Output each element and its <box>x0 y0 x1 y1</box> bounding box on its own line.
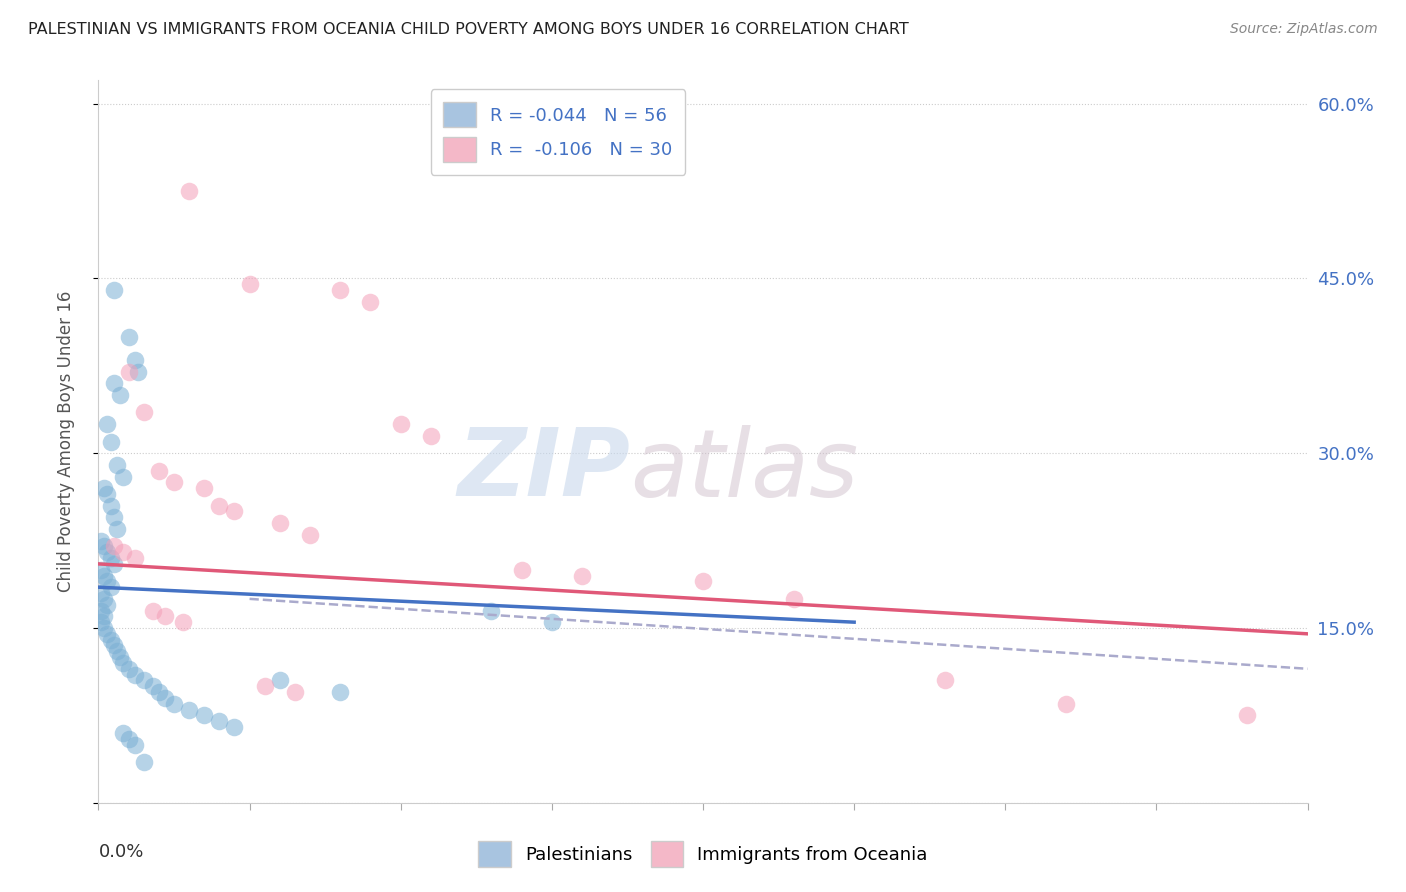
Point <box>105 644 128 658</box>
Point <box>224 504 246 518</box>
Point <box>153 609 176 624</box>
Point <box>93 609 115 624</box>
Point <box>100 434 122 449</box>
Point <box>90 586 112 600</box>
Point <box>1054 697 1077 711</box>
Point <box>96 598 118 612</box>
Point <box>105 522 128 536</box>
Point <box>96 627 118 641</box>
Legend: Palestinians, Immigrants from Oceania: Palestinians, Immigrants from Oceania <box>471 834 935 874</box>
Point <box>193 708 215 723</box>
Point <box>100 499 122 513</box>
Point <box>103 557 125 571</box>
Y-axis label: Child Poverty Among Boys Under 16: Child Poverty Among Boys Under 16 <box>56 291 75 592</box>
Point <box>329 283 352 297</box>
Point <box>148 685 170 699</box>
Point <box>103 540 125 554</box>
Point <box>163 697 186 711</box>
Point <box>153 690 176 705</box>
Point <box>100 580 122 594</box>
Point <box>284 685 307 699</box>
Point <box>934 673 956 688</box>
Point <box>692 574 714 589</box>
Point <box>111 545 134 559</box>
Point <box>124 738 146 752</box>
Text: Source: ZipAtlas.com: Source: ZipAtlas.com <box>1230 22 1378 37</box>
Text: atlas: atlas <box>630 425 859 516</box>
Point <box>93 540 115 554</box>
Point <box>90 615 112 630</box>
Point <box>239 277 262 292</box>
Point <box>148 464 170 478</box>
Point <box>103 510 125 524</box>
Point <box>108 650 131 665</box>
Point <box>124 551 146 566</box>
Point <box>329 685 352 699</box>
Point <box>108 388 131 402</box>
Point <box>111 656 134 670</box>
Point <box>96 417 118 431</box>
Point <box>118 662 141 676</box>
Point <box>93 568 115 582</box>
Text: ZIP: ZIP <box>457 425 630 516</box>
Legend: R = -0.044   N = 56, R =  -0.106   N = 30: R = -0.044 N = 56, R = -0.106 N = 30 <box>430 89 685 175</box>
Point <box>571 568 593 582</box>
Point <box>118 329 141 343</box>
Point <box>132 405 155 419</box>
Point <box>510 563 533 577</box>
Point <box>132 755 155 769</box>
Point <box>179 184 201 198</box>
Point <box>299 528 322 542</box>
Point <box>163 475 186 490</box>
Point <box>389 417 412 431</box>
Point <box>132 673 155 688</box>
Point <box>93 481 115 495</box>
Point <box>481 603 503 617</box>
Point <box>103 639 125 653</box>
Point <box>93 591 115 606</box>
Point <box>90 603 112 617</box>
Point <box>111 726 134 740</box>
Point <box>269 673 291 688</box>
Point <box>360 294 382 309</box>
Point <box>783 591 806 606</box>
Point <box>105 458 128 472</box>
Text: PALESTINIAN VS IMMIGRANTS FROM OCEANIA CHILD POVERTY AMONG BOYS UNDER 16 CORRELA: PALESTINIAN VS IMMIGRANTS FROM OCEANIA C… <box>28 22 908 37</box>
Point <box>208 499 231 513</box>
Point <box>96 545 118 559</box>
Point <box>269 516 291 530</box>
Point <box>111 469 134 483</box>
Point <box>124 667 146 681</box>
Point <box>96 487 118 501</box>
Point <box>90 533 112 548</box>
Point <box>253 679 276 693</box>
Point <box>540 615 562 630</box>
Point <box>118 731 141 746</box>
Point <box>96 574 118 589</box>
Point <box>118 365 141 379</box>
Point <box>224 720 246 734</box>
Point <box>93 621 115 635</box>
Point <box>100 551 122 566</box>
Point <box>193 481 215 495</box>
Point <box>172 615 194 630</box>
Point <box>103 283 125 297</box>
Text: 0.0%: 0.0% <box>98 843 143 861</box>
Point <box>142 679 165 693</box>
Point <box>420 428 443 442</box>
Point <box>103 376 125 391</box>
Point <box>90 563 112 577</box>
Point <box>179 702 201 716</box>
Point <box>127 365 149 379</box>
Point <box>208 714 231 729</box>
Point <box>142 603 165 617</box>
Point <box>1236 708 1258 723</box>
Point <box>124 353 146 368</box>
Point <box>100 632 122 647</box>
